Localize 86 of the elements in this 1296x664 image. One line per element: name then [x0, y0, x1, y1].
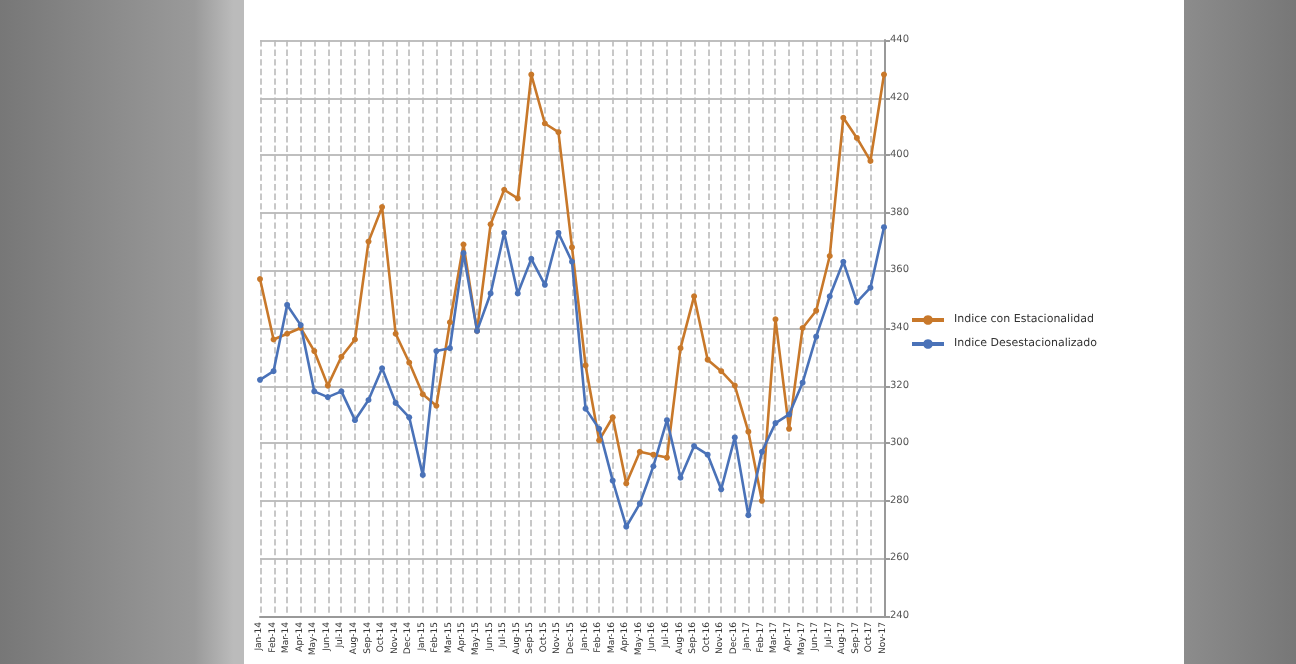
point [758, 448, 765, 455]
point [718, 368, 725, 375]
point [704, 451, 711, 458]
point [650, 451, 657, 458]
point [324, 382, 331, 389]
point [786, 411, 793, 418]
point [596, 437, 603, 444]
point [569, 244, 575, 251]
point [840, 114, 847, 121]
point [596, 425, 603, 432]
point [623, 523, 630, 530]
point [365, 397, 372, 403]
point [881, 224, 887, 231]
point [867, 157, 874, 164]
point [881, 71, 887, 78]
point [433, 402, 440, 409]
point [406, 414, 413, 421]
point [419, 471, 426, 478]
point [745, 428, 752, 435]
point [853, 134, 860, 141]
point [786, 425, 793, 432]
point [311, 348, 318, 355]
point [392, 399, 399, 406]
point [460, 241, 467, 248]
point [582, 362, 589, 369]
point [853, 299, 860, 306]
point [609, 414, 616, 421]
line-series [257, 224, 887, 530]
point [691, 293, 698, 300]
point [419, 391, 426, 398]
point [311, 388, 318, 395]
point [351, 417, 358, 424]
point [270, 336, 277, 343]
point [650, 463, 657, 470]
point [433, 348, 440, 355]
point [758, 497, 765, 504]
point [704, 356, 711, 363]
point [501, 229, 508, 236]
point [555, 229, 562, 236]
point [446, 345, 453, 352]
point [514, 195, 521, 202]
point [365, 238, 372, 245]
point [582, 405, 589, 412]
point [324, 394, 331, 401]
point [284, 301, 291, 308]
point [284, 330, 291, 337]
point [555, 129, 562, 136]
point [840, 258, 847, 265]
point [338, 388, 345, 395]
point [745, 512, 752, 519]
point [772, 420, 779, 427]
point [351, 336, 358, 343]
point [338, 353, 345, 360]
point [813, 333, 820, 340]
point [569, 258, 575, 265]
point [392, 330, 399, 337]
point [826, 253, 833, 259]
point [677, 474, 684, 481]
point [541, 281, 548, 288]
point [528, 255, 535, 262]
point [731, 382, 738, 389]
point [636, 448, 643, 455]
point [663, 417, 670, 424]
point [257, 276, 263, 283]
point [514, 290, 521, 297]
point [270, 368, 277, 375]
point [636, 500, 643, 507]
point [487, 290, 494, 297]
point [406, 359, 413, 366]
point [487, 221, 494, 228]
line-series [257, 71, 887, 504]
point [623, 480, 630, 487]
point [799, 325, 806, 331]
point [867, 284, 874, 291]
point [257, 376, 263, 383]
point [677, 345, 684, 352]
point [609, 477, 616, 484]
point [718, 486, 725, 493]
point [813, 307, 820, 314]
point [731, 434, 738, 441]
point [826, 293, 833, 300]
point [799, 379, 806, 386]
point [663, 454, 670, 461]
point [460, 250, 467, 257]
point [501, 186, 508, 193]
point [541, 120, 548, 127]
